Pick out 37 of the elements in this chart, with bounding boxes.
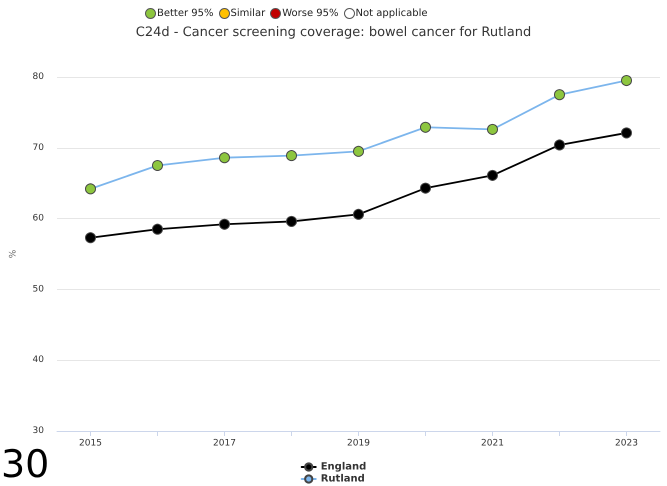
point	[353, 146, 364, 157]
x-tick-label: 2023	[615, 438, 638, 448]
point	[152, 160, 163, 171]
point	[554, 89, 565, 100]
point	[85, 232, 96, 244]
category-label: Similar	[230, 8, 266, 19]
category-label: Worse 95%	[282, 8, 339, 19]
point	[487, 170, 498, 181]
point	[353, 208, 364, 220]
point	[554, 139, 565, 150]
legend-label: England	[320, 462, 366, 472]
chart-title: C24d - Cancer screening coverage: bowel cancer for Rutland	[136, 25, 532, 40]
point	[286, 150, 297, 162]
x-tick-label: 2015	[79, 438, 102, 448]
point	[152, 224, 163, 235]
x-tick-label: 2017	[213, 438, 236, 448]
point	[487, 124, 498, 135]
point	[219, 218, 230, 230]
y-axis-title: %	[8, 249, 18, 258]
point	[621, 127, 632, 138]
point	[85, 183, 96, 194]
point	[286, 216, 297, 227]
point	[420, 122, 431, 133]
y-tick-label: 30	[32, 426, 44, 436]
y-tick-label: 60	[32, 214, 44, 224]
point	[621, 75, 632, 86]
category-label: Not applicable	[356, 8, 428, 19]
y-tick-label: 70	[32, 142, 44, 153]
y-tick-label: 50	[32, 284, 44, 294]
point	[219, 152, 230, 164]
category-label: Better 95%	[157, 8, 214, 19]
legend-label: Rutland	[320, 474, 365, 484]
x-tick-label: 2019	[347, 438, 370, 448]
y-tick-label: 40	[32, 355, 44, 366]
point	[420, 182, 431, 194]
x-tick-label: 2021	[481, 438, 504, 448]
y-tick-label: 80	[32, 72, 44, 82]
